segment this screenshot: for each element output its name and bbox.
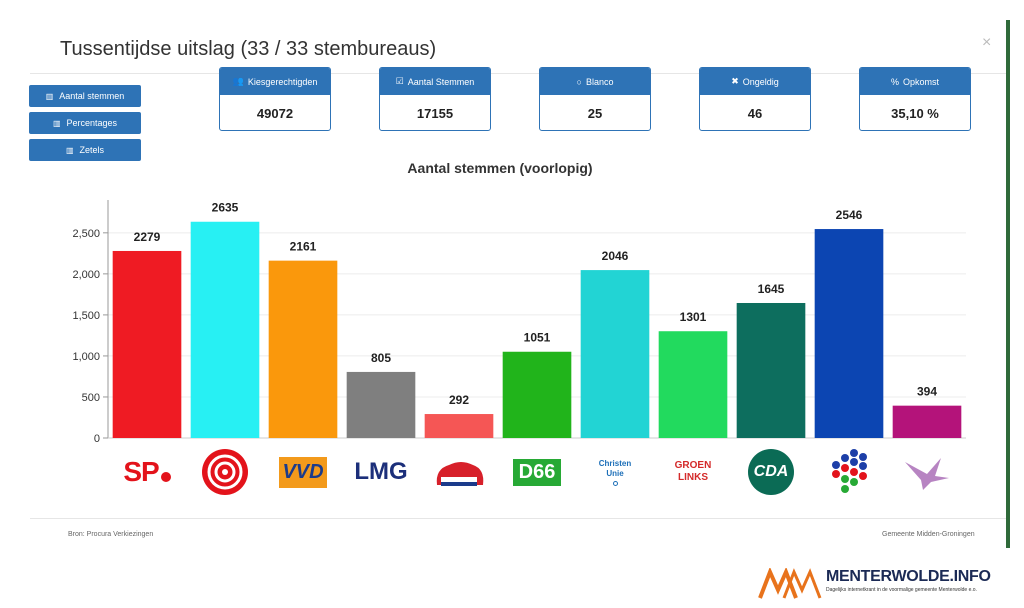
vvd-logo: VVD [268,448,338,496]
eligible-voters-value: 49072 [256,105,294,121]
y-tick-label: 2,500 [72,228,100,240]
modal-title: Tussentijdse uitslag (33 / 33 stembureau… [60,38,437,60]
y-tick-label: 1,000 [72,351,100,363]
y-tick-label: 1,500 [72,310,100,322]
invalid-votes-card: ✖ Ongeldig 46 [699,67,811,131]
bar-value-label: 1051 [524,331,551,345]
bar-value-label: 1301 [680,310,707,324]
rose-icon [202,449,248,495]
bar-value-label: 292 [449,393,469,407]
bar-pvdd[interactable] [892,405,962,438]
bar-value-label: 1645 [758,282,785,296]
watermark-tagline: Dagelijks internetkrant in de voormalige… [826,587,977,593]
close-button[interactable]: × [982,34,992,51]
footer-divider [30,518,1006,519]
modal-header: Tussentijdse uitslag (33 / 33 stembureau… [30,18,1006,74]
cda-logo-badge: CDA [748,449,794,495]
turnout-card: % Opkomst 35,10 % [859,67,971,131]
y-tick-label: 500 [82,392,100,404]
lmg-logo-text: LMG [354,458,408,485]
bar-chart-icon: ▥ [52,118,61,128]
sp-logo-text: SP [123,456,159,487]
tomato-icon [160,472,171,482]
christenunie-logo-text: Christen Unie [598,458,632,478]
y-tick-label: 0 [94,433,100,445]
blank-votes-label: Blanco [585,76,614,87]
bar-groninger-belang[interactable] [814,229,884,438]
bird-icon [905,458,949,490]
vvd-logo-text: VVD [279,456,327,488]
circle-icon [612,480,618,486]
page-edge-divider [1006,20,1010,548]
pvdd-logo [892,448,962,496]
blank-votes-card: ○ Blanco 25 [539,67,651,131]
bar-sp[interactable] [112,250,182,438]
groenlinks-logo-text: GROEN LINKS [674,460,712,483]
cross-icon: ✖ [731,76,739,86]
footer-source: Bron: Procura Verkiezingen [68,531,154,538]
seats-view-label: Zetels [79,145,105,155]
percent-icon: % [890,76,899,87]
votes-view-label: Aantal stemmen [59,91,125,101]
bar-cda[interactable] [736,302,806,438]
dot-cluster-icon [832,449,867,493]
groenlinks-logo: GROEN LINKS [658,448,728,496]
percentages-view-label: Percentages [66,118,118,128]
cda-logo: CDA [736,448,806,496]
bar-vvd[interactable] [268,260,338,438]
watermark-brand-name: MENTERWOLDE.INFO [826,568,991,585]
bar-chart-icon: ▥ [65,145,74,155]
circle-icon: ○ [576,76,582,87]
groninger-belang-logo [814,448,884,496]
votes-cast-label: Aantal Stemmen [407,76,475,87]
bar-pvda[interactable] [190,221,260,438]
bar-value-label: 2279 [134,230,161,244]
cda-logo-text: CDA [753,463,789,480]
percentages-view-button[interactable]: ▥ Percentages [29,112,141,134]
menterwolde-logo-mark [758,568,822,599]
footer-municipality: Gemeente Midden-Groningen [882,531,975,538]
bar-value-label: 2546 [836,208,863,222]
bar-chart-icon: ▥ [45,91,54,101]
bar-value-label: 394 [917,385,937,399]
votes-cast-value: 17155 [416,105,454,121]
bar-groenlinks[interactable] [658,331,728,438]
checkbox-icon: ☑ [395,76,404,86]
turnout-value: 35,10 % [891,105,939,121]
seats-view-button[interactable]: ▥ Zetels [29,139,141,161]
invalid-votes-value: 46 [747,105,763,121]
d66-logo: D66 [502,448,572,496]
lion-icon [436,462,484,486]
lmg-logo: LMG [346,448,416,496]
y-tick-label: 2,000 [72,269,100,281]
d66-logo-text: D66 [512,458,562,486]
pvv-logo [424,448,494,496]
votes-cast-card: ☑ Aantal Stemmen 17155 [379,67,491,131]
eligible-voters-card: 👥 Kiesgerechtigden 49072 [219,67,331,131]
chart-title: Aantal stemmen (voorlopig) [407,160,593,176]
bar-value-label: 805 [371,351,391,365]
eligible-voters-label: Kiesgerechtigden [247,76,318,87]
bar-value-label: 2046 [602,249,629,263]
bar-christenunie[interactable] [580,270,650,438]
bar-value-label: 2635 [212,201,239,215]
turnout-label: Opkomst [903,76,940,87]
pvda-logo [190,448,260,496]
sp-logo: SP [112,448,182,496]
christenunie-logo: Christen Unie [580,448,650,496]
bar-d66[interactable] [502,351,572,438]
blank-votes-value: 25 [587,105,603,121]
bar-pvv[interactable] [424,414,494,438]
votes-view-button[interactable]: ▥ Aantal stemmen [29,85,141,107]
bar-lmg[interactable] [346,371,416,438]
bar-value-label: 2161 [290,240,317,254]
users-icon: 👥 [232,76,244,86]
invalid-votes-label: Ongeldig [742,76,779,87]
